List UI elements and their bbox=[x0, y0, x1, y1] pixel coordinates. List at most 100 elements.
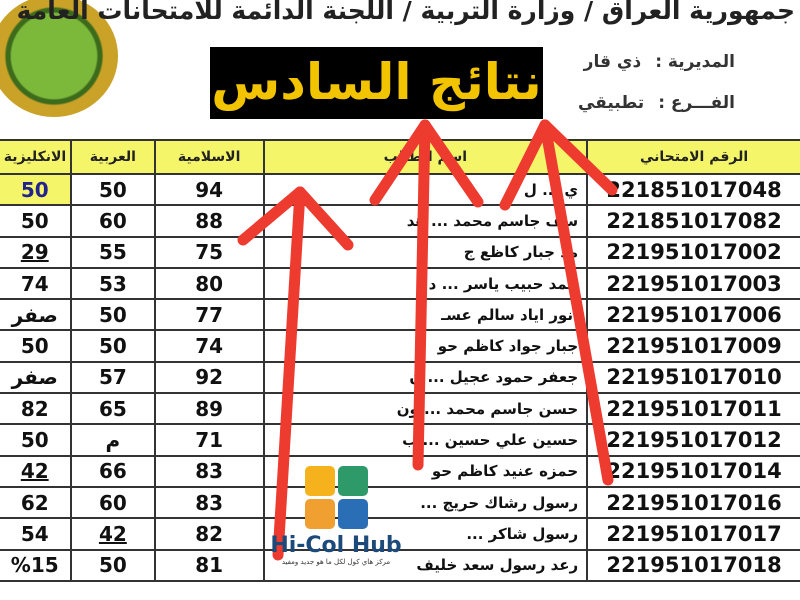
student-name-text: انور اياد سالم عسـ bbox=[441, 305, 579, 324]
score-english: 50 bbox=[0, 329, 72, 363]
score-english: 54 bbox=[0, 517, 72, 551]
table-row: 82 65 89 حسن جاسم محمد ... ون 221951017011 bbox=[0, 392, 800, 426]
score-islamic-text: 94 bbox=[195, 177, 224, 202]
exam-number: 221951017006 bbox=[586, 298, 800, 332]
score-arabic-text: 42 bbox=[98, 521, 127, 546]
watermark-subtitle: مركز هاي كول لكل ما هو جديد ومفيد bbox=[281, 558, 391, 566]
score-english-text: 42 bbox=[20, 459, 49, 484]
score-islamic-text: 83 bbox=[195, 459, 224, 484]
score-islamic-text: 82 bbox=[195, 521, 224, 546]
exam-number-text: 221951017016 bbox=[606, 490, 782, 515]
score-arabic-text: 66 bbox=[98, 459, 127, 484]
score-islamic-text: 89 bbox=[195, 396, 224, 421]
ministry-seal-logo bbox=[0, 0, 118, 117]
score-islamic-text: 81 bbox=[195, 553, 224, 578]
score-english-text: 50 bbox=[20, 334, 49, 359]
exam-number: 221951017003 bbox=[586, 266, 800, 301]
score-english-text: 74 bbox=[20, 271, 49, 296]
exam-number: 221951017016 bbox=[586, 485, 800, 520]
score-arabic-text: 50 bbox=[98, 302, 127, 327]
score-islamic: 83 bbox=[154, 454, 265, 488]
table-row: 50 م 71 حسين علي حسين ... ب 221951017012 bbox=[0, 423, 800, 457]
exam-number: 221951017002 bbox=[586, 235, 800, 269]
score-english: 82 bbox=[0, 392, 72, 426]
score-islamic-text: 77 bbox=[195, 302, 224, 327]
score-english-text: صفر bbox=[11, 365, 58, 390]
arrow-icon bbox=[237, 186, 354, 561]
student-name-text: حسين علي حسين ... ب bbox=[402, 431, 579, 450]
exam-number: 221951017012 bbox=[586, 423, 800, 457]
score-english-text: صفر bbox=[11, 302, 58, 327]
watermark: Hi-Col Hub مركز هاي كول لكل ما هو جديد و… bbox=[270, 466, 402, 566]
score-islamic-text: 71 bbox=[195, 428, 224, 453]
hub-logo-icon bbox=[304, 466, 368, 529]
directorate-info: المديرية : ذي قار bbox=[584, 52, 735, 72]
branch-label: الفـــرع : bbox=[658, 93, 735, 113]
results-table: الانكليزية العربية الاسلامية اسم الطالب … bbox=[0, 139, 800, 582]
table-row: 50 50 74 جبار جواد كاظم حو 221951017009 bbox=[0, 329, 800, 363]
score-english: %15 bbox=[0, 548, 72, 582]
score-arabic: 66 bbox=[70, 454, 156, 488]
score-english: 50 bbox=[0, 423, 72, 457]
exam-number-text: 221951017010 bbox=[606, 365, 782, 390]
exam-number-text: 221951017006 bbox=[606, 302, 782, 327]
score-arabic: 60 bbox=[70, 204, 156, 238]
directorate-value: ذي قار bbox=[583, 52, 642, 72]
score-islamic: 82 bbox=[154, 517, 265, 551]
score-arabic: 42 bbox=[70, 517, 156, 551]
exam-number: 221951017011 bbox=[586, 392, 800, 426]
score-islamic-text: 80 bbox=[195, 271, 224, 296]
table-row: صفر 57 92 جعفر حمود عجيل ... ن 221951017010 bbox=[0, 360, 800, 395]
score-arabic: م bbox=[70, 423, 156, 457]
score-arabic-text: 55 bbox=[98, 240, 127, 265]
score-islamic: 92 bbox=[154, 360, 265, 395]
score-arabic: 57 bbox=[70, 360, 156, 395]
score-arabic: 53 bbox=[70, 266, 156, 301]
score-english-text: 29 bbox=[20, 240, 49, 265]
table-row: 50 50 94 ي ... ل 221851017048 bbox=[0, 172, 800, 207]
student-name-text: رسول شاكر ... bbox=[466, 524, 579, 543]
score-islamic-text: 74 bbox=[195, 334, 224, 359]
exam-number-text: 221951017018 bbox=[606, 553, 782, 578]
arrow-icon bbox=[499, 119, 618, 486]
score-english-text: 50 bbox=[20, 177, 49, 202]
exam-number-text: 221951017002 bbox=[606, 240, 782, 265]
score-arabic: 50 bbox=[70, 298, 156, 332]
score-arabic-text: 50 bbox=[98, 553, 127, 578]
student-name-text: جعفر حمود عجيل ... ن bbox=[409, 368, 579, 387]
document-header: جمهورية العراق / وزارة التربية / اللجنة … bbox=[16, 0, 795, 25]
score-islamic: 83 bbox=[154, 485, 265, 520]
score-islamic: 80 bbox=[154, 266, 265, 301]
score-arabic-text: 50 bbox=[98, 334, 127, 359]
score-english: صفر bbox=[0, 360, 72, 395]
student-name-text: حمد حبيب ياسر ... د bbox=[428, 274, 579, 293]
student-name: حسين علي حسين ... ب bbox=[263, 423, 589, 457]
exam-number: 221951017010 bbox=[586, 360, 800, 395]
score-arabic-text: 57 bbox=[98, 365, 127, 390]
table-row: 54 42 82 رسول شاكر ... 221951017017 bbox=[0, 517, 800, 551]
exam-number: 221851017082 bbox=[586, 204, 800, 238]
exam-number-text: 221951017003 bbox=[606, 271, 782, 296]
student-name-text: حسن جاسم محمد ... ون bbox=[396, 399, 579, 418]
score-english-text: 50 bbox=[20, 208, 49, 233]
score-english-text: %15 bbox=[10, 553, 59, 578]
score-arabic: 65 bbox=[70, 392, 156, 426]
score-english-text: 82 bbox=[20, 396, 49, 421]
exam-number: 221951017017 bbox=[586, 517, 800, 551]
student-name-text: سف جاسم محمد ... هد bbox=[406, 211, 579, 230]
score-islamic-text: 75 bbox=[195, 240, 224, 265]
score-english: 50 bbox=[0, 204, 72, 238]
score-arabic-text: 53 bbox=[98, 271, 127, 296]
column-header-exam-number: الرقم الامتحاني bbox=[586, 139, 800, 175]
score-islamic: 71 bbox=[154, 423, 265, 457]
score-arabic: 50 bbox=[70, 172, 156, 207]
student-name-text: جبار جواد كاظم حو bbox=[437, 337, 579, 356]
score-islamic: 94 bbox=[154, 172, 265, 207]
exam-number: 221951017018 bbox=[586, 548, 800, 582]
score-arabic: 55 bbox=[70, 235, 156, 269]
score-arabic-text: 50 bbox=[98, 177, 127, 202]
exam-number-text: 221851017048 bbox=[606, 177, 782, 202]
score-english: 29 bbox=[0, 235, 72, 269]
exam-number: 221951017014 bbox=[586, 454, 800, 488]
